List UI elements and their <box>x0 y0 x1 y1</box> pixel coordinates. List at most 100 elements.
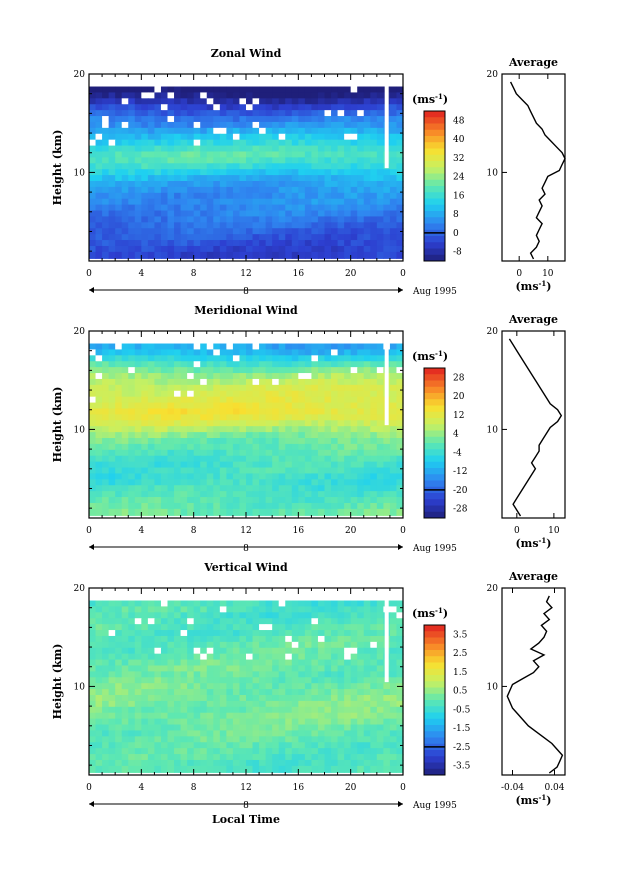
heatmap-cell <box>128 497 136 505</box>
heatmap-cell <box>232 245 241 254</box>
heatmap-cell <box>141 485 149 493</box>
heatmap-cell <box>154 718 162 726</box>
heatmap-cell <box>291 240 299 248</box>
heatmap-cell <box>141 121 149 129</box>
heatmap-cell <box>239 742 247 750</box>
heatmap-cell <box>246 343 254 351</box>
heatmap-cell <box>285 677 293 685</box>
heatmap-cell <box>89 653 97 661</box>
heatmap-cell <box>108 461 116 469</box>
heatmap-cell <box>389 251 398 259</box>
heatmap-cell <box>389 748 398 756</box>
heatmap-cell <box>167 689 175 697</box>
heatmap-cell <box>128 373 136 381</box>
heatmap-cell <box>331 228 339 236</box>
heatmap-cell <box>311 234 319 242</box>
heatmap-cell <box>115 479 123 487</box>
heatmap-cell <box>246 151 254 159</box>
heatmap-cell <box>304 624 313 632</box>
heatmap-cell <box>272 414 280 422</box>
heatmap-cell <box>128 724 136 732</box>
heatmap-cell <box>89 157 97 165</box>
heatmap-cell <box>89 186 97 194</box>
heatmap-cell <box>187 736 195 744</box>
heatmap-cell <box>174 121 182 129</box>
heatmap-cell <box>350 455 358 463</box>
heatmap-cell <box>383 695 391 703</box>
heatmap-cell <box>115 151 123 159</box>
heatmap-cell <box>331 157 339 165</box>
heatmap-cell <box>363 759 371 768</box>
heatmap-cell <box>311 671 319 679</box>
heatmap-cell <box>200 210 208 218</box>
heatmap-cell <box>252 700 260 708</box>
heatmap-cell <box>350 671 358 679</box>
heatmap-cell <box>147 754 156 762</box>
heatmap-cell <box>213 414 221 422</box>
heatmap-cell <box>180 624 188 632</box>
heatmap-cell <box>265 712 273 720</box>
heatmap-cell <box>141 624 149 632</box>
heatmap-cell <box>350 133 358 141</box>
heatmap-cell <box>154 92 162 100</box>
heatmap-cell <box>108 624 116 632</box>
heatmap-cell <box>265 485 273 493</box>
heatmap-cell <box>344 467 352 475</box>
heatmap-cell <box>376 390 384 398</box>
heatmap-cell <box>115 98 123 106</box>
heatmap-cell <box>167 491 175 499</box>
heatmap-cell <box>89 86 97 94</box>
heatmap-cell <box>259 497 267 505</box>
heatmap-cell <box>134 497 142 505</box>
heatmap-cell <box>174 612 182 620</box>
heatmap-cell <box>219 508 227 516</box>
heatmap-cell <box>298 420 306 428</box>
heatmap-cell <box>200 689 208 697</box>
heatmap-cell <box>344 700 352 708</box>
heatmap-cell <box>272 677 280 685</box>
heatmap-cell <box>108 432 116 440</box>
heatmap-cell <box>272 432 280 440</box>
heatmap-cell <box>180 754 188 762</box>
heatmap-cell <box>285 139 293 147</box>
heatmap-cell <box>102 438 110 446</box>
heatmap-cell <box>317 104 326 112</box>
heatmap-cell <box>350 600 358 608</box>
heatmap-cell <box>285 689 293 697</box>
heatmap-cell <box>239 647 247 655</box>
heatmap-cell <box>291 700 299 708</box>
heatmap-cell <box>389 724 398 732</box>
heatmap-cell <box>350 414 358 422</box>
heatmap-cell <box>115 240 123 248</box>
heatmap-cell <box>193 390 201 398</box>
heatmap-cell <box>389 736 398 744</box>
heatmap-cell <box>108 724 116 732</box>
heatmap-cell <box>115 759 123 768</box>
heatmap-cell <box>213 145 221 153</box>
heatmap-cell <box>147 712 156 720</box>
heatmap-cell <box>89 367 97 375</box>
heatmap-cell <box>226 677 234 685</box>
heatmap-cell <box>206 689 214 697</box>
heatmap-cell <box>370 234 378 242</box>
heatmap-cell <box>259 216 267 224</box>
heatmap-cell <box>160 121 169 129</box>
heatmap-cell <box>167 402 175 410</box>
heatmap-cell <box>278 612 286 620</box>
heatmap-cell <box>337 689 345 697</box>
heatmap-cell <box>141 378 149 386</box>
heatmap-cell <box>193 151 201 159</box>
heatmap-cell <box>226 432 234 440</box>
heatmap-cell <box>232 508 241 516</box>
heatmap-cell <box>239 612 247 620</box>
heatmap-cell <box>128 240 136 248</box>
heatmap-cell <box>102 765 110 773</box>
heatmap-cell <box>147 606 156 614</box>
heatmap-cell <box>265 157 273 165</box>
heatmap-cell <box>383 502 391 511</box>
heatmap-cell <box>141 204 149 212</box>
heatmap-cell <box>272 169 280 177</box>
heatmap-cell <box>265 216 273 224</box>
heatmap-cell <box>304 204 313 212</box>
